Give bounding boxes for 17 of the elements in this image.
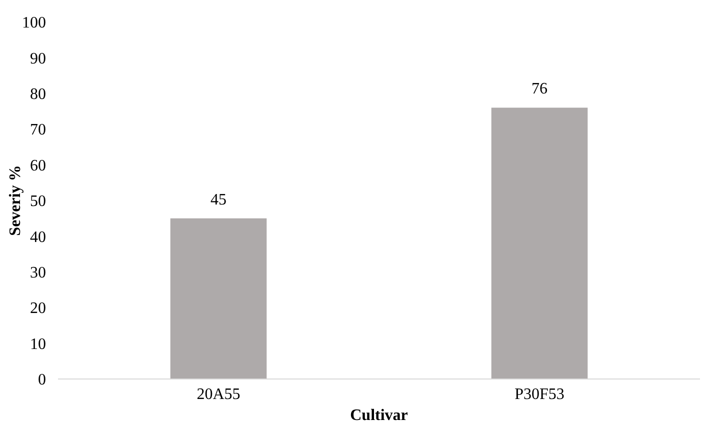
x-tick-label: 20A55 bbox=[196, 386, 240, 403]
y-tick-label: 90 bbox=[30, 50, 46, 68]
y-tick-label: 70 bbox=[30, 122, 46, 139]
y-tick-label: 10 bbox=[30, 336, 46, 353]
x-axis-title: Cultivar bbox=[350, 407, 408, 424]
data-label: 76 bbox=[532, 80, 548, 98]
data-label: 45 bbox=[210, 191, 226, 208]
y-tick-label: 100 bbox=[22, 14, 46, 32]
y-tick-label: 60 bbox=[30, 157, 46, 174]
y-tick-label: 40 bbox=[30, 228, 46, 246]
y-tick-label: 20 bbox=[30, 300, 46, 318]
y-tick-label: 80 bbox=[30, 86, 46, 103]
y-tick-label: 0 bbox=[38, 372, 46, 389]
y-tick-label: 30 bbox=[30, 264, 46, 282]
y-axis-title: Severiy % bbox=[7, 165, 24, 236]
x-tick-label: P30F53 bbox=[514, 386, 564, 403]
y-tick-label: 50 bbox=[30, 193, 46, 210]
